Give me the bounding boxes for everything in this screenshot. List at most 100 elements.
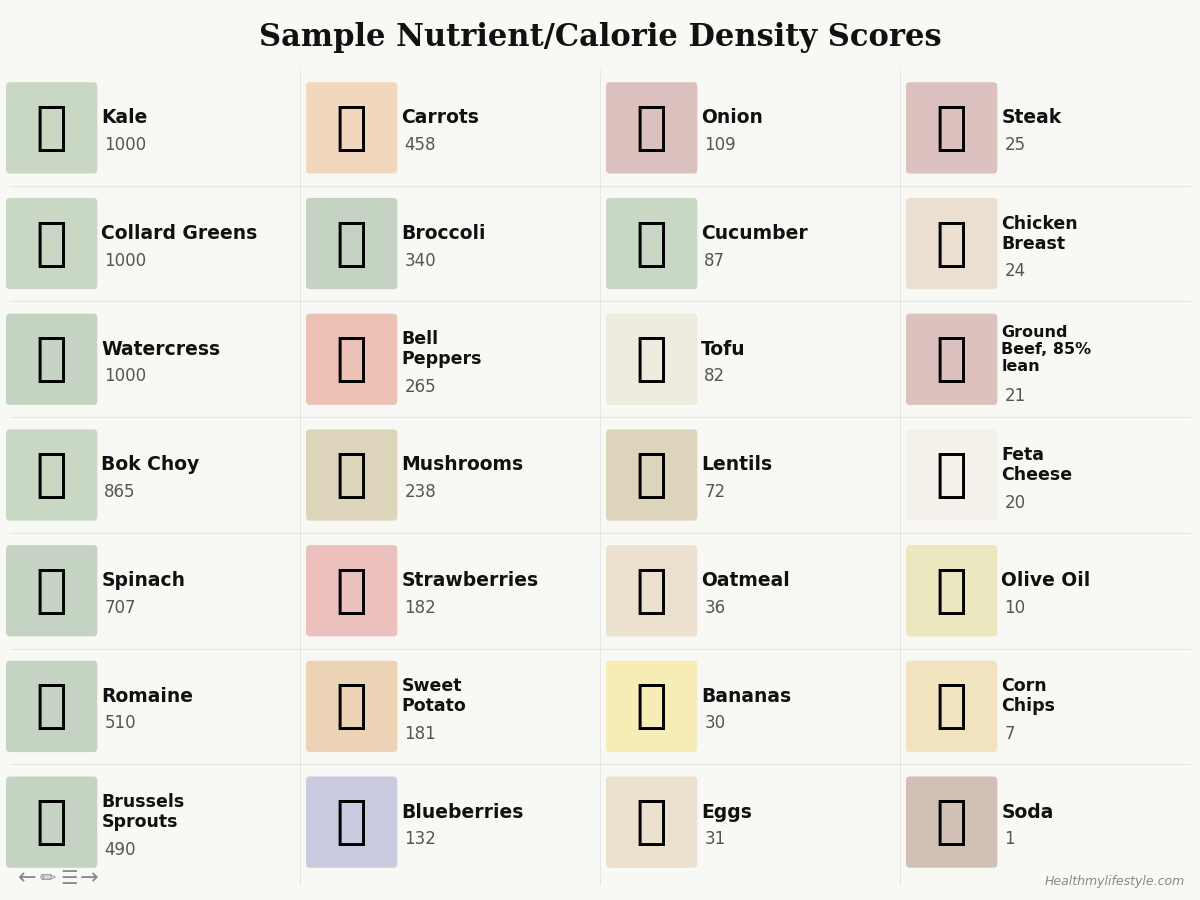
FancyBboxPatch shape bbox=[306, 777, 397, 868]
FancyBboxPatch shape bbox=[906, 82, 997, 174]
Text: 21: 21 bbox=[1004, 387, 1026, 405]
Text: 🥕: 🥕 bbox=[336, 102, 367, 154]
Text: 🫒: 🫒 bbox=[936, 564, 967, 616]
Text: →: → bbox=[80, 868, 98, 888]
FancyBboxPatch shape bbox=[606, 429, 697, 521]
Text: 865: 865 bbox=[104, 483, 136, 501]
Text: 🧅: 🧅 bbox=[636, 102, 667, 154]
FancyBboxPatch shape bbox=[6, 429, 97, 521]
Text: 510: 510 bbox=[104, 715, 136, 733]
Text: 182: 182 bbox=[404, 598, 436, 616]
Text: Eggs: Eggs bbox=[701, 803, 752, 822]
Text: Broccoli: Broccoli bbox=[401, 224, 486, 243]
Text: 🥬: 🥬 bbox=[36, 218, 67, 270]
Text: 238: 238 bbox=[404, 483, 436, 501]
Text: ✏: ✏ bbox=[40, 869, 56, 888]
Text: 🍖: 🍖 bbox=[936, 333, 967, 385]
Text: 🫐: 🫐 bbox=[336, 796, 367, 848]
Text: 82: 82 bbox=[704, 367, 726, 385]
Text: Sweet
Potato: Sweet Potato bbox=[401, 678, 466, 716]
Text: 7: 7 bbox=[1004, 725, 1015, 743]
Text: Spinach: Spinach bbox=[101, 572, 185, 590]
Text: Feta
Cheese: Feta Cheese bbox=[1001, 446, 1073, 484]
Text: 1: 1 bbox=[1004, 830, 1015, 848]
FancyBboxPatch shape bbox=[906, 545, 997, 636]
Text: Bok Choy: Bok Choy bbox=[101, 455, 199, 474]
Text: 🍗: 🍗 bbox=[936, 218, 967, 270]
Text: 🥬: 🥬 bbox=[36, 449, 67, 501]
Text: Steak: Steak bbox=[1001, 108, 1062, 128]
Text: Oatmeal: Oatmeal bbox=[701, 572, 790, 590]
Text: Blueberries: Blueberries bbox=[401, 803, 523, 822]
FancyBboxPatch shape bbox=[906, 313, 997, 405]
Text: 🥩: 🥩 bbox=[936, 102, 967, 154]
Text: Sample Nutrient/Calorie Density Scores: Sample Nutrient/Calorie Density Scores bbox=[259, 22, 941, 53]
FancyBboxPatch shape bbox=[6, 545, 97, 636]
FancyBboxPatch shape bbox=[306, 545, 397, 636]
Text: Strawberries: Strawberries bbox=[401, 572, 539, 590]
Text: 🫕: 🫕 bbox=[636, 564, 667, 616]
FancyBboxPatch shape bbox=[606, 198, 697, 289]
Text: Bananas: Bananas bbox=[701, 687, 792, 706]
Text: 🍓: 🍓 bbox=[336, 564, 367, 616]
Text: 490: 490 bbox=[104, 841, 136, 859]
Text: Corn
Chips: Corn Chips bbox=[1001, 678, 1055, 716]
FancyBboxPatch shape bbox=[306, 661, 397, 752]
Text: 10: 10 bbox=[1004, 598, 1026, 616]
FancyBboxPatch shape bbox=[6, 661, 97, 752]
Text: Healthmylifestyle.com: Healthmylifestyle.com bbox=[1045, 875, 1186, 888]
Text: 707: 707 bbox=[104, 598, 136, 616]
Text: 25: 25 bbox=[1004, 136, 1026, 154]
Text: 20: 20 bbox=[1004, 493, 1026, 511]
Text: 🫑: 🫑 bbox=[336, 333, 367, 385]
FancyBboxPatch shape bbox=[606, 313, 697, 405]
Text: 🥬: 🥬 bbox=[36, 102, 67, 154]
FancyBboxPatch shape bbox=[306, 429, 397, 521]
FancyBboxPatch shape bbox=[606, 661, 697, 752]
Text: Soda: Soda bbox=[1001, 803, 1054, 822]
Text: 🧀: 🧀 bbox=[936, 449, 967, 501]
Text: Lentils: Lentils bbox=[701, 455, 773, 474]
Text: Cucumber: Cucumber bbox=[701, 224, 808, 243]
FancyBboxPatch shape bbox=[906, 198, 997, 289]
Text: 1000: 1000 bbox=[104, 252, 146, 270]
Text: 🫘: 🫘 bbox=[636, 449, 667, 501]
Text: 132: 132 bbox=[404, 830, 436, 848]
Text: 87: 87 bbox=[704, 252, 725, 270]
Text: Watercress: Watercress bbox=[101, 340, 221, 359]
Text: 🥚: 🥚 bbox=[636, 796, 667, 848]
Text: Brussels
Sprouts: Brussels Sprouts bbox=[101, 793, 185, 832]
Text: Collard Greens: Collard Greens bbox=[101, 224, 258, 243]
FancyBboxPatch shape bbox=[606, 545, 697, 636]
Text: 🌿: 🌿 bbox=[36, 333, 67, 385]
Text: 1000: 1000 bbox=[104, 367, 146, 385]
FancyBboxPatch shape bbox=[6, 777, 97, 868]
Text: Mushrooms: Mushrooms bbox=[401, 455, 523, 474]
FancyBboxPatch shape bbox=[906, 661, 997, 752]
Text: Carrots: Carrots bbox=[401, 108, 479, 128]
FancyBboxPatch shape bbox=[906, 777, 997, 868]
Text: ☰: ☰ bbox=[60, 869, 78, 888]
Text: 340: 340 bbox=[404, 252, 436, 270]
FancyBboxPatch shape bbox=[6, 198, 97, 289]
Text: Romaine: Romaine bbox=[101, 687, 193, 706]
FancyBboxPatch shape bbox=[306, 82, 397, 174]
Text: 🍃: 🍃 bbox=[36, 564, 67, 616]
Text: 30: 30 bbox=[704, 715, 726, 733]
Text: 72: 72 bbox=[704, 483, 726, 501]
Text: 🧈: 🧈 bbox=[636, 333, 667, 385]
FancyBboxPatch shape bbox=[606, 777, 697, 868]
Text: 458: 458 bbox=[404, 136, 436, 154]
Text: Tofu: Tofu bbox=[701, 340, 746, 359]
Text: 🌽: 🌽 bbox=[936, 680, 967, 733]
Text: 🥒: 🥒 bbox=[636, 218, 667, 270]
Text: 🥦: 🥦 bbox=[36, 796, 67, 848]
Text: Ground
Beef, 85%
lean: Ground Beef, 85% lean bbox=[1001, 325, 1092, 374]
FancyBboxPatch shape bbox=[306, 313, 397, 405]
Text: Bell
Peppers: Bell Peppers bbox=[401, 330, 482, 368]
Text: 31: 31 bbox=[704, 830, 726, 848]
FancyBboxPatch shape bbox=[906, 429, 997, 521]
Text: ←: ← bbox=[18, 868, 37, 888]
Text: 🍄: 🍄 bbox=[336, 449, 367, 501]
Text: 181: 181 bbox=[404, 725, 436, 743]
